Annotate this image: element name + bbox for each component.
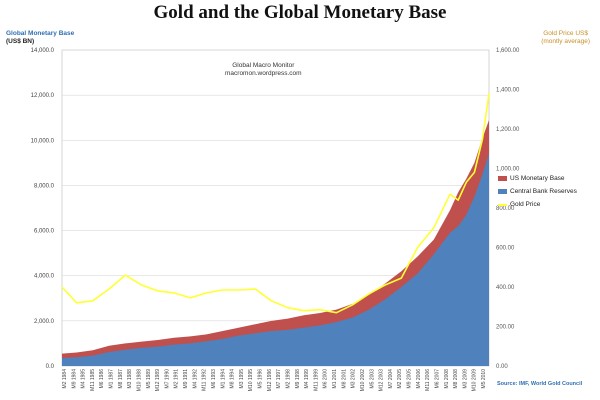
x-tick-label: M7 1990 <box>164 369 170 389</box>
x-tick-label: M12 2003 <box>379 369 385 391</box>
chart-title: Gold and the Global Monetary Base <box>153 2 447 23</box>
x-tick-label: M1 1994 <box>220 369 226 389</box>
x-tick-label: M1 2001 <box>332 369 338 389</box>
x-tick-label: M4 1999 <box>304 369 310 389</box>
x-tick-label: M5 2010 <box>481 369 487 389</box>
legend-swatch-us-monetary-base <box>498 176 507 181</box>
legend-label-central-bank-reserves: Central Bank Reserves <box>510 188 577 195</box>
x-tick-label: M6 2007 <box>434 369 440 389</box>
legend-swatch-central-bank-reserves <box>498 189 507 194</box>
legend-item-us-monetary-base: US Monetary Base <box>498 172 577 185</box>
x-tick-label: M3 2002 <box>351 369 357 389</box>
source-note: Source: IMF, World Gold Council <box>497 381 583 387</box>
x-tick-label: M8 1994 <box>230 369 236 389</box>
right-tick-label: 600.00 <box>496 246 515 252</box>
x-tick-label: M11 1985 <box>90 369 96 391</box>
line-gold-price <box>61 93 490 314</box>
x-tick-label: M8 1987 <box>118 369 124 389</box>
watermark: Global Macro Monitor macromon.wordpress.… <box>225 62 302 78</box>
x-tick-label: M12 1996 <box>267 369 273 391</box>
x-tick-label: M2 1998 <box>286 369 292 389</box>
legend-item-central-bank-reserves: Central Bank Reserves <box>498 185 577 198</box>
x-tick-label: M8 2008 <box>453 369 459 389</box>
x-tick-label: M8 2001 <box>341 369 347 389</box>
right-tick-label: 1,400.00 <box>496 88 520 94</box>
x-tick-label: M12 1989 <box>155 369 161 391</box>
x-tick-label: M4 1985 <box>81 369 87 389</box>
x-tick-label: M10 2009 <box>472 369 478 391</box>
x-tick-label: M7 1997 <box>276 369 282 389</box>
area-central-bank-reserves <box>62 153 489 366</box>
left-tick-label: 8,000.0 <box>34 183 55 189</box>
right-tick-label: 1,200.00 <box>496 127 520 133</box>
watermark-site: macromon.wordpress.com <box>225 70 302 77</box>
right-axis-title: Gold Price US$ (montly average) <box>541 30 590 46</box>
x-tick-label: M10 2002 <box>360 369 366 391</box>
x-tick-label: M9 2005 <box>407 369 413 389</box>
left-tick-label: 2,000.0 <box>34 319 55 325</box>
left-tick-label: 12,000.0 <box>31 93 55 99</box>
x-tick-label: M2 1991 <box>174 369 180 389</box>
x-tick-label: M4 1992 <box>192 369 198 389</box>
x-tick-label: M10 1988 <box>137 369 143 391</box>
right-tick-label: 400.00 <box>496 285 515 291</box>
x-tick-label: M11 1992 <box>202 369 208 391</box>
x-tick-label: M9 1984 <box>71 369 77 389</box>
x-tick-label: M5 2003 <box>369 369 375 389</box>
left-tick-label: 4,000.0 <box>34 274 55 280</box>
left-axis-units: (US$ BN) <box>6 38 35 45</box>
x-tick-label: M10 1995 <box>248 369 254 391</box>
legend-label-us-monetary-base: US Monetary Base <box>510 175 565 182</box>
right-tick-label: 1,000.00 <box>496 167 520 173</box>
left-tick-label: 6,000.0 <box>34 229 55 235</box>
x-tick-label: M4 2006 <box>416 369 422 389</box>
left-tick-label: 0.0 <box>46 364 55 370</box>
x-tick-label: M9 1991 <box>183 369 189 389</box>
right-tick-label: 800.00 <box>496 206 515 212</box>
right-tick-label: 200.00 <box>496 325 515 331</box>
x-tick-label: M11 1999 <box>313 369 319 391</box>
right-tick-label: 1,600.00 <box>496 48 520 54</box>
legend: US Monetary Base Central Bank Reserves G… <box>498 172 577 211</box>
legend-swatch-gold-price <box>498 203 507 206</box>
x-tick-label: M2 1984 <box>62 369 68 389</box>
x-tick-label: M6 1993 <box>211 369 217 389</box>
right-axis-units: (montly average) <box>541 38 590 45</box>
x-tick-label: M7 2004 <box>388 369 394 389</box>
legend-item-gold-price: Gold Price <box>498 198 577 211</box>
left-axis-title-text: Global Monetary Base <box>6 30 75 37</box>
x-tick-label: M9 1998 <box>295 369 301 389</box>
x-tick-label: M1 2008 <box>444 369 450 389</box>
x-tick-label: M6 2000 <box>323 369 329 389</box>
right-tick-label: 0.00 <box>496 364 508 370</box>
right-axis-title-text: Gold Price US$ <box>543 30 588 37</box>
x-tick-label: M5 1989 <box>146 369 152 389</box>
x-tick-label: M3 1995 <box>239 369 245 389</box>
x-tick-label: M3 2009 <box>462 369 468 389</box>
left-axis-title: Global Monetary Base (US$ BN) <box>6 30 74 46</box>
left-tick-label: 14,000.0 <box>31 48 55 54</box>
x-tick-label: M6 1986 <box>99 369 105 389</box>
x-tick-label: M2 2005 <box>397 369 403 389</box>
x-tick-label: M3 1988 <box>127 369 133 389</box>
x-tick-label: M1 1987 <box>109 369 115 389</box>
watermark-title: Global Macro Monitor <box>232 62 295 69</box>
legend-label-gold-price: Gold Price <box>510 201 541 208</box>
x-tick-label: M5 1996 <box>258 369 264 389</box>
x-tick-label: M11 2006 <box>425 369 431 391</box>
left-tick-label: 10,000.0 <box>31 138 55 144</box>
